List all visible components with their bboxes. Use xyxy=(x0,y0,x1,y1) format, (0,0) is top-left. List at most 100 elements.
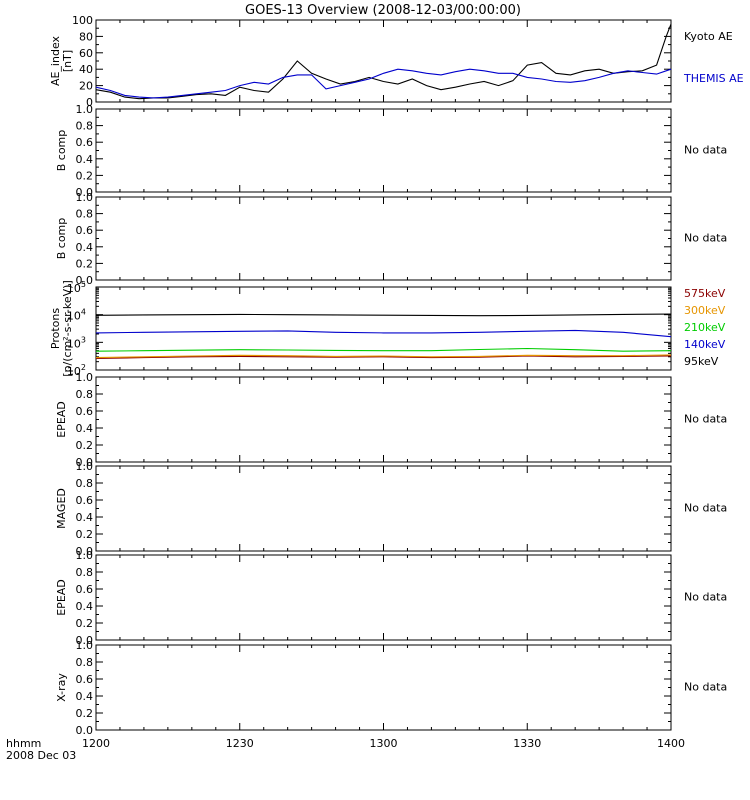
y-tick-label: 103 xyxy=(67,335,86,350)
y-tick-label: 104 xyxy=(67,308,86,323)
y-axis-label: AE_index xyxy=(49,35,62,86)
no-data-note: No data xyxy=(684,232,727,245)
series-line-300kev xyxy=(95,354,672,359)
y-tick-label: 0.6 xyxy=(76,405,94,418)
y-tick-label: 0.8 xyxy=(76,208,94,221)
y-tick-label: 0.2 xyxy=(76,439,94,452)
y-tick-label: 0.4 xyxy=(76,153,94,166)
panel-7: 0.0 0.2 0.4 0.6 0.8 1.0 EPEAD No data xyxy=(55,549,727,647)
y-tick-label: 1.0 xyxy=(76,460,94,473)
legend-575kev: 575keV xyxy=(684,287,726,300)
panel-frame xyxy=(95,108,672,193)
x-axis-label-date: 2008 Dec 03 xyxy=(6,749,76,762)
y-tick-label: 1.0 xyxy=(76,191,94,204)
y-axis-label: Protons xyxy=(49,308,62,349)
y-tick-label: 1.0 xyxy=(76,639,94,652)
panel-frame xyxy=(95,286,672,371)
y-tick-label: 0.2 xyxy=(76,707,94,720)
y-tick-label: 105 xyxy=(67,280,86,295)
y-tick-label: 1.0 xyxy=(76,549,94,562)
panel-frame xyxy=(95,644,672,731)
no-data-note: No data xyxy=(684,502,727,515)
y-tick-label: 0.4 xyxy=(76,422,94,435)
legend-140kev: 140keV xyxy=(684,338,726,351)
y-tick-label: 0.4 xyxy=(76,600,94,613)
y-axis-label: [nT] xyxy=(61,50,74,72)
y-tick-label: 0.8 xyxy=(76,477,94,490)
panel-frame xyxy=(95,19,672,103)
y-tick-label: 0.0 xyxy=(76,274,94,287)
chart-title: GOES-13 Overview (2008-12-03/00:00:00) xyxy=(245,3,521,18)
panel-3: 0.0 0.2 0.4 0.6 0.8 1.0 B comp No data xyxy=(55,191,727,287)
y-tick-label: 0.8 xyxy=(76,120,94,133)
y-tick-label: 20 xyxy=(79,80,93,93)
y-tick-label: 0.4 xyxy=(76,690,94,703)
y-tick-label: 80 xyxy=(79,30,93,43)
no-data-note: No data xyxy=(684,591,727,604)
y-tick-label: 0.0 xyxy=(76,186,94,199)
legend-95kev: 95keV xyxy=(684,355,719,368)
y-axis-label: EPEAD xyxy=(55,401,68,438)
y-axis-label: MAGED xyxy=(55,488,68,529)
panel-frame xyxy=(95,196,672,281)
y-tick-label: 0.2 xyxy=(76,528,94,541)
panels: 0 20 40 60 80 100 AE_index [nT] Kyoto AE THEMIS A… xyxy=(49,14,744,737)
panel-8: 0.0 0.2 0.4 0.6 0.8 1.0 X-ray No data xyxy=(55,639,727,737)
y-tick-label: 0.2 xyxy=(76,169,94,182)
panel-6: 0.0 0.2 0.4 0.6 0.8 1.0 MAGED No data xyxy=(55,460,727,558)
y-tick-label: 60 xyxy=(79,47,93,60)
series-line-210kev xyxy=(95,347,672,352)
y-axis-label: X-ray xyxy=(55,673,68,702)
y-tick-label: 0.6 xyxy=(76,136,94,149)
y-tick-label: 100 xyxy=(72,14,93,27)
x-tick-label: 1330 xyxy=(513,737,541,750)
y-tick-label: 0.6 xyxy=(76,673,94,686)
y-tick-label: 0.4 xyxy=(76,511,94,524)
y-tick-label: 0.8 xyxy=(76,566,94,579)
series-line-575kev xyxy=(95,355,672,360)
panel-2: 0.0 0.2 0.4 0.6 0.8 1.0 B comp No data xyxy=(55,103,727,199)
no-data-note: No data xyxy=(684,413,727,426)
y-tick-label: 0 xyxy=(86,96,93,109)
panel-5: 0.0 0.2 0.4 0.6 0.8 1.0 EPEAD No data xyxy=(55,371,727,469)
series-line-140kev xyxy=(95,329,672,338)
panel-frame xyxy=(95,554,672,641)
panel-4: 102 103 104 105 Protons [p/(cm²-s-sr-keV)] 575… xyxy=(49,280,726,378)
x-tick-label: 1300 xyxy=(370,737,398,750)
y-tick-label: 0.0 xyxy=(76,456,94,469)
y-tick-label: 102 xyxy=(67,363,86,378)
panel-frame xyxy=(95,465,672,552)
y-tick-label: 0.6 xyxy=(76,224,94,237)
x-axis: 1200 1230 1300 1330 1400 xyxy=(82,737,685,750)
y-tick-label: 0.4 xyxy=(76,241,94,254)
y-tick-label: 0.6 xyxy=(76,583,94,596)
y-tick-label: 0.0 xyxy=(76,545,94,558)
y-tick-label: 0.2 xyxy=(76,257,94,270)
no-data-note: No data xyxy=(684,144,727,157)
y-axis-label: EPEAD xyxy=(55,579,68,616)
x-tick-label: 1400 xyxy=(657,737,685,750)
y-tick-label: 1.0 xyxy=(76,371,94,384)
y-tick-label: 0.0 xyxy=(76,634,94,647)
panel-frame xyxy=(95,376,672,463)
y-tick-label: 1.0 xyxy=(76,103,94,116)
y-tick-label: 0.2 xyxy=(76,617,94,630)
legend-210kev: 210keV xyxy=(684,321,726,334)
y-axis-label: B comp xyxy=(55,130,68,172)
y-tick-label: 0.0 xyxy=(76,724,94,737)
y-axis-label: B comp xyxy=(55,218,68,260)
y-tick-label: 0.8 xyxy=(76,388,94,401)
legend-kyoto-ae: Kyoto AE xyxy=(684,30,733,43)
y-axis-label: [p/(cm²-s-sr-keV)] xyxy=(61,280,74,377)
legend-300kev: 300keV xyxy=(684,304,726,317)
y-tick-label: 0.8 xyxy=(76,656,94,669)
panel-1: 0 20 40 60 80 100 AE_index [nT] Kyoto AE THEMIS A… xyxy=(49,14,744,109)
legend-themis-ae: THEMIS AE xyxy=(683,72,744,85)
series-line-kyoto-ae xyxy=(95,23,672,100)
series-line-themis-ae xyxy=(95,68,672,99)
no-data-note: No data xyxy=(684,681,727,694)
x-axis-label-hhmm: hhmm xyxy=(6,737,41,750)
x-tick-label: 1200 xyxy=(82,737,110,750)
x-tick-label: 1230 xyxy=(226,737,254,750)
